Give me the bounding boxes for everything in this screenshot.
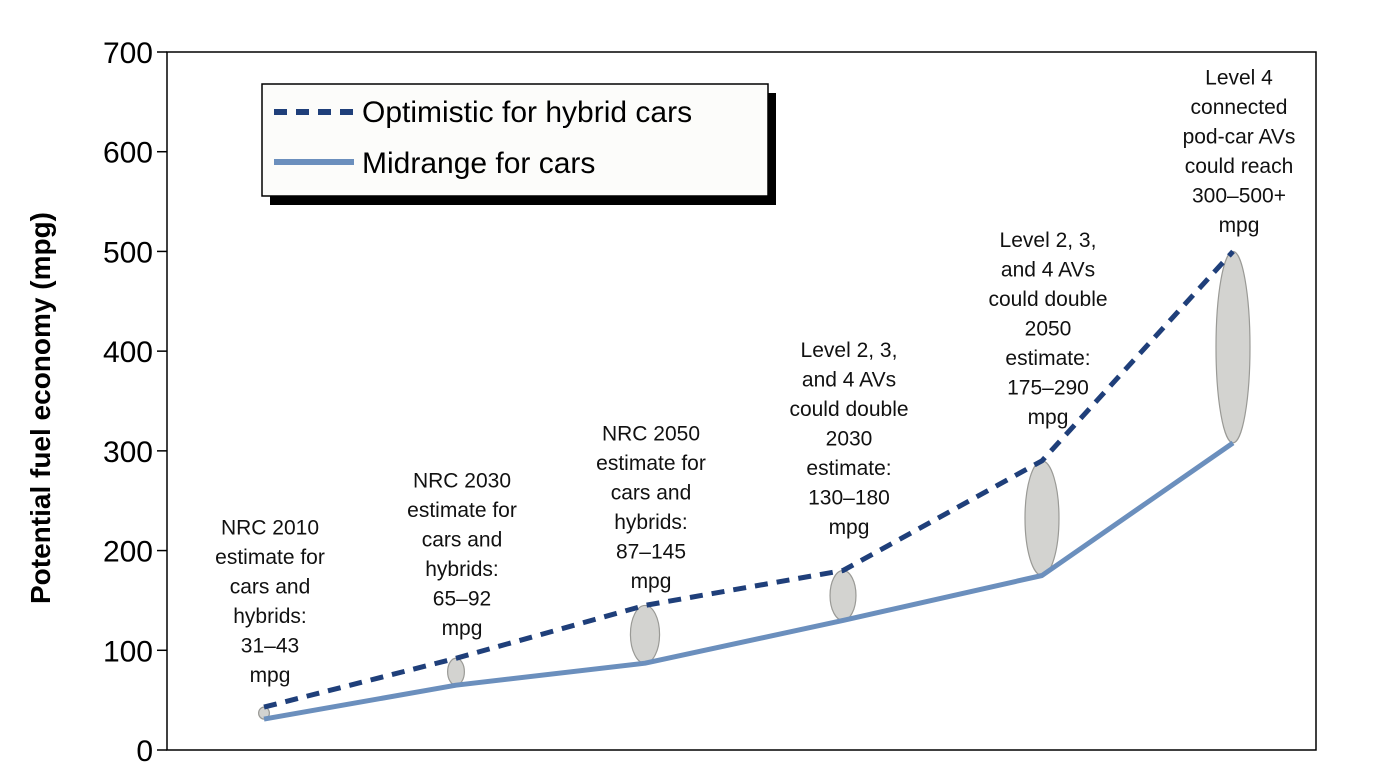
annotation-line: mpg <box>442 617 483 640</box>
annotation-line: 31–43 <box>241 635 299 658</box>
annotation-line: hybrids: <box>233 605 307 628</box>
annotation-line: 130–180 <box>808 487 890 510</box>
annotation-line: pod-car AVs <box>1183 126 1296 149</box>
annotation-line: and 4 AVs <box>802 369 896 392</box>
y-tick-label: 100 <box>103 635 153 668</box>
annotation-line: cars and <box>422 529 503 552</box>
annotation-line: NRC 2010 <box>221 517 319 540</box>
y-tick-label: 600 <box>103 137 153 170</box>
annotation-line: could double <box>988 288 1107 311</box>
annotation-line: estimate for <box>596 452 706 475</box>
y-tick-label: 700 <box>103 37 153 70</box>
plot-frame <box>166 51 1317 751</box>
legend: Optimistic for hybrid cars Midrange for … <box>261 83 776 205</box>
annotation-line: NRC 2050 <box>602 423 700 446</box>
annotations: NRC 2010 estimate for cars and hybrids: 31–4… <box>215 67 1295 688</box>
annotation-line: 87–145 <box>616 541 686 564</box>
y-axis-label: Potential fuel economy (mpg) <box>25 212 56 604</box>
annotation-line: estimate for <box>407 499 517 522</box>
y-tick-label: 500 <box>103 236 153 269</box>
annotation-line: Level 2, 3, <box>801 339 898 362</box>
annotation-line: cars and <box>611 482 692 505</box>
series-line-midrange <box>263 440 1235 722</box>
y-tick-label: 300 <box>103 436 153 469</box>
legend-box <box>261 83 769 197</box>
annotation-line: and 4 AVs <box>1001 259 1095 282</box>
annotation-line: could reach <box>1185 155 1294 178</box>
annotation-line: mpg <box>250 664 291 687</box>
range-ellipse <box>1215 250 1251 444</box>
annotation-line: cars and <box>230 576 311 599</box>
annotation-line: hybrids: <box>614 511 688 534</box>
annotation-line: 2050 <box>1025 318 1072 341</box>
range-ellipse <box>447 657 465 686</box>
annotation-line: mpg <box>829 516 870 539</box>
legend-label-midrange: Midrange for cars <box>362 147 595 180</box>
annotation-line: Level 4 <box>1205 67 1273 90</box>
y-tick-label: 400 <box>103 336 153 369</box>
range-ellipse <box>829 569 857 621</box>
annotation-line: estimate: <box>1005 347 1090 370</box>
annotation-line: mpg <box>631 570 672 593</box>
annotation-line: 65–92 <box>433 588 491 611</box>
annotation-line: could double <box>789 398 908 421</box>
annotation-line: estimate: <box>806 457 891 480</box>
annotation-line: 300–500+ <box>1192 185 1286 208</box>
annotation-line: Level 2, 3, <box>1000 229 1097 252</box>
series-lines <box>263 249 1235 722</box>
annotation-line: estimate for <box>215 546 325 569</box>
range-ellipse <box>629 604 661 664</box>
annotation-line: connected <box>1191 96 1288 119</box>
annotation-line: mpg <box>1219 214 1260 237</box>
y-tick-label: 200 <box>103 536 153 569</box>
series-line-optimistic <box>263 249 1235 710</box>
annotation-line: NRC 2030 <box>413 470 511 493</box>
annotation-line: 175–290 <box>1007 377 1089 400</box>
y-tick-label: 0 <box>136 735 153 768</box>
annotation-line: 2030 <box>826 428 873 451</box>
annotation-line: mpg <box>1028 406 1069 429</box>
range-ellipses <box>258 250 1251 720</box>
range-ellipse <box>1024 460 1060 577</box>
axes: 0 100 200 300 400 500 600 700 <box>103 37 1317 768</box>
annotation-line: hybrids: <box>425 558 499 581</box>
legend-label-optimistic: Optimistic for hybrid cars <box>362 96 692 129</box>
